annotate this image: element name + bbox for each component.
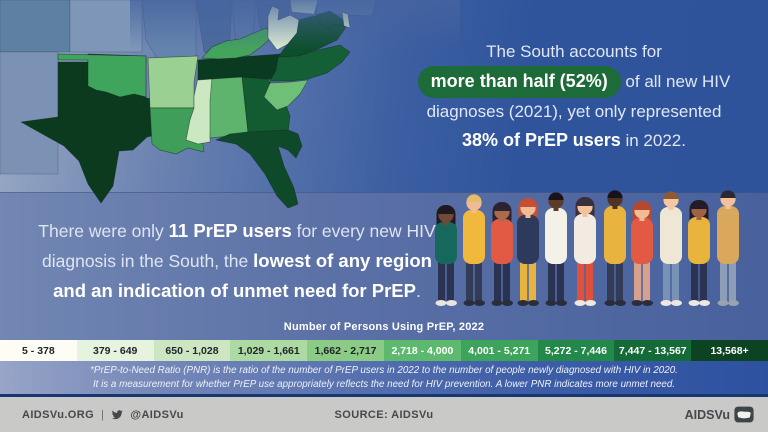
state-SC bbox=[263, 79, 309, 111]
stat-line-1: There were only 11 PrEP users for every … bbox=[6, 216, 468, 246]
legend-bin: 379 - 649 bbox=[76, 340, 154, 361]
headline-block: The South accounts for more than half (5… bbox=[388, 38, 760, 155]
us-south-choropleth-map bbox=[0, 0, 460, 209]
legend-bin: 7,447 - 13,567 bbox=[614, 340, 692, 361]
aidsvu-logo-map-icon bbox=[734, 406, 754, 423]
stat-text: There were only bbox=[38, 221, 169, 241]
state-NM bbox=[0, 51, 59, 175]
footer-logo-text: AIDSVu bbox=[684, 407, 730, 422]
footnote-line-2: It is a measurement for whether PrEP use… bbox=[92, 379, 676, 390]
footnote-block: *PrEP-to-Need Ratio (PNR) is the ratio o… bbox=[0, 364, 768, 392]
footer-left: AIDSVu.ORG | @AIDSVu bbox=[22, 409, 184, 421]
person-6 bbox=[574, 197, 596, 306]
headline-bold-stat: 38% of PrEP users bbox=[462, 130, 621, 150]
headline-line-4-rest: in 2022. bbox=[620, 131, 686, 150]
headline-line-1: The South accounts for bbox=[486, 42, 662, 61]
footnote-line-1: *PrEP-to-Need Ratio (PNR) is the ratio o… bbox=[90, 365, 678, 376]
stat-bold: 11 PrEP users bbox=[168, 220, 292, 241]
stat-text: for every new HIV bbox=[291, 221, 436, 241]
person-5 bbox=[545, 192, 567, 306]
stat-line-2: diagnosis in the South, the lowest of an… bbox=[6, 246, 468, 276]
stat-text: . bbox=[415, 281, 421, 301]
legend-bin: 1,029 - 1,661 bbox=[230, 340, 308, 361]
person-3 bbox=[491, 202, 513, 306]
legend-bin: 13,568+ bbox=[691, 340, 768, 361]
person-7 bbox=[604, 190, 626, 306]
legend-bin: 4,001 - 5,271 bbox=[460, 340, 538, 361]
state-FL bbox=[215, 129, 303, 209]
stat-bold: lowest of any region bbox=[253, 250, 432, 271]
headline-line-3: diagnoses (2021), yet only represented bbox=[426, 102, 722, 121]
person-9 bbox=[660, 191, 682, 306]
legend-bin: 650 - 1,028 bbox=[153, 340, 231, 361]
footer-logo: AIDSVu bbox=[685, 406, 754, 423]
state-OK bbox=[57, 53, 147, 98]
person-11 bbox=[717, 190, 739, 306]
headline-line-2: more than half (52%) of all new HIV bbox=[388, 66, 760, 98]
state-NC bbox=[269, 44, 351, 82]
headline-line-4: 38% of PrEP users in 2022. bbox=[388, 126, 760, 155]
map-haze-overlay bbox=[130, 0, 460, 50]
legend-bin: 2,718 - 4,000 bbox=[383, 340, 461, 361]
footer-handle-link[interactable]: @AIDSVu bbox=[130, 408, 184, 421]
footer-site-link[interactable]: AIDSVu.ORG bbox=[22, 408, 95, 421]
legend-bin: 1,662 - 2,717 bbox=[307, 340, 384, 361]
legend-title: Number of Persons Using PrEP, 2022 bbox=[283, 321, 485, 333]
south-states bbox=[20, 5, 351, 209]
divider-line bbox=[0, 394, 768, 397]
person-2 bbox=[463, 194, 485, 306]
diverse-people-illustration bbox=[435, 190, 739, 306]
state-AR bbox=[147, 55, 199, 109]
person-1 bbox=[435, 205, 457, 306]
person-10 bbox=[688, 200, 710, 306]
state-CO bbox=[0, 0, 71, 53]
stat-block: There were only 11 PrEP users for every … bbox=[6, 216, 468, 306]
stat-bold: and an indication of unmet need for PrEP bbox=[53, 280, 416, 301]
headline-line-2-rest: of all new HIV bbox=[620, 72, 731, 91]
person-4 bbox=[517, 198, 539, 306]
footer-bar: SOURCE: AIDSVu AIDSVu.ORG | @AIDSVu AIDS… bbox=[0, 397, 768, 432]
state-AL bbox=[209, 75, 249, 139]
stat-line-3: and an indication of unmet need for PrEP… bbox=[6, 276, 468, 306]
person-8 bbox=[631, 201, 653, 306]
twitter-icon bbox=[112, 409, 124, 419]
highlight-pill: more than half (52%) bbox=[417, 66, 621, 98]
legend-row: 5 - 378 379 - 649 650 - 1,028 1,029 - 1,661… bbox=[0, 340, 768, 361]
footer-separator: | bbox=[101, 408, 105, 421]
legend-bin: 5,272 - 7,446 bbox=[537, 340, 615, 361]
legend-bin: 5 - 378 bbox=[0, 340, 77, 361]
footnote-background bbox=[0, 361, 768, 394]
stat-text: diagnosis in the South, the bbox=[42, 251, 254, 271]
